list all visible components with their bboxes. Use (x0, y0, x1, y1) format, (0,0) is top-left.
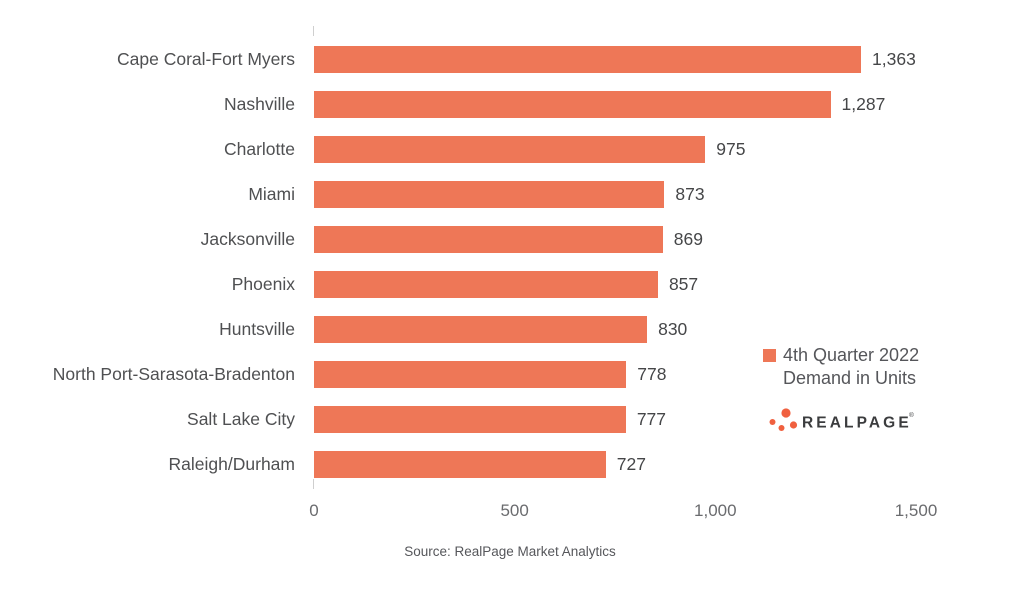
legend-swatch (763, 349, 776, 362)
category-label: Phoenix (231, 274, 295, 294)
bar (314, 136, 706, 163)
bar-area: 778 (314, 361, 1020, 388)
bar (314, 451, 606, 478)
bar-row: North Port-Sarasota-Bradenton 778 (0, 352, 1020, 397)
category-label: Raleigh/Durham (168, 454, 295, 474)
bar-area: 777 (314, 406, 1020, 433)
bar-row: Charlotte 975 (0, 127, 1020, 172)
bar-row: Cape Coral-Fort Myers 1,363 (0, 37, 1020, 82)
bar (314, 181, 665, 208)
bar-area: 975 (314, 136, 1020, 163)
realpage-trademark: ® (909, 411, 914, 419)
value-label: 727 (616, 454, 646, 474)
realpage-logo-text: REALPAGE (802, 415, 912, 432)
bar-area: 873 (314, 181, 1020, 208)
realpage-logo-mark-icon: REALPAGE ® (769, 408, 914, 432)
value-label: 869 (673, 229, 703, 249)
bar (314, 316, 648, 343)
value-label: 778 (637, 364, 667, 384)
bar (314, 361, 627, 388)
category-label: Cape Coral-Fort Myers (117, 49, 295, 69)
category-label: North Port-Sarasota-Bradenton (52, 364, 295, 384)
value-label: 975 (716, 139, 746, 159)
legend: 4th Quarter 2022 Demand in Units (763, 344, 919, 390)
category-label: Charlotte (223, 139, 295, 159)
category-label: Nashville (224, 94, 295, 114)
value-label: 830 (658, 319, 688, 339)
bar-row: Jacksonville 869 (0, 217, 1020, 262)
bar-area: 830 (314, 316, 1020, 343)
value-label: 873 (675, 184, 705, 204)
bar (314, 91, 831, 118)
x-tick-label: 0 (309, 501, 319, 520)
bar-area: 869 (314, 226, 1020, 253)
category-label: Huntsville (219, 319, 295, 339)
bar-row: Salt Lake City 777 (0, 397, 1020, 442)
bar-area: 1,363 (314, 46, 1020, 73)
bar-row: Raleigh/Durham 727 (0, 442, 1020, 487)
bar-area: 857 (314, 271, 1020, 298)
bar-rows: Cape Coral-Fort Myers 1,363 Nashville 1,287… (0, 37, 1020, 487)
bar (314, 226, 663, 253)
bar-area: 1,287 (314, 91, 1020, 118)
bar-row: Phoenix 857 (0, 262, 1020, 307)
x-tick-label: 500 (500, 501, 529, 520)
legend-line-2: Demand in Units (783, 368, 917, 388)
value-label: 1,363 (872, 49, 916, 69)
legend-line-1: 4th Quarter 2022 (783, 345, 920, 365)
category-label: Miami (248, 184, 295, 204)
x-tick-label: 1,500 (894, 501, 938, 520)
legend-label: 4th Quarter 2022 Demand in Units (783, 344, 919, 390)
bar-row: Nashville 1,287 (0, 82, 1020, 127)
value-label: 1,287 (841, 94, 886, 114)
bar-area: 727 (314, 451, 1020, 478)
bar-row: Huntsville 830 (0, 307, 1020, 352)
bar (314, 46, 862, 73)
x-axis: 0 500 1,000 1,500 (309, 501, 937, 525)
x-tick-label: 1,000 (694, 501, 737, 520)
bar (314, 271, 658, 298)
bar (314, 406, 626, 433)
value-label: 777 (636, 409, 667, 429)
bar-row: Miami 873 (0, 172, 1020, 217)
value-label: 857 (668, 274, 699, 294)
realpage-logo: REALPAGE ® (766, 402, 916, 441)
zero-tick-top (313, 26, 314, 36)
zero-tick-bottom (313, 479, 314, 489)
source-note: Source: RealPage Market Analytics (404, 544, 616, 559)
category-label: Salt Lake City (187, 409, 295, 429)
category-label: Jacksonville (200, 229, 295, 249)
